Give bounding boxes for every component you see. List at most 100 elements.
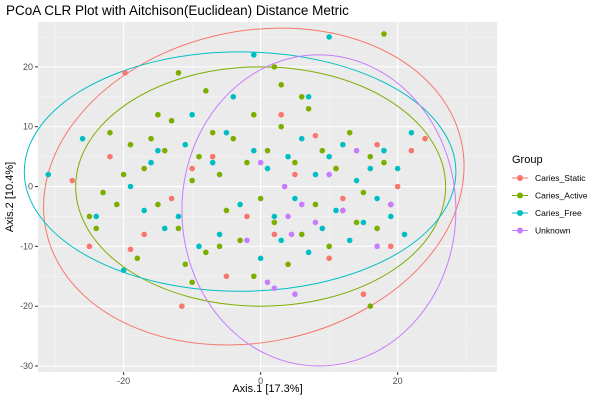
legend-key-point [517,210,523,216]
point-caries-static [69,177,76,184]
major-gridlines [38,22,497,372]
point-caries-static [168,195,175,202]
point-caries-active [271,219,278,226]
y-tick-label: 20 [23,62,33,72]
point-caries-static [292,171,298,178]
point-caries-static [408,147,415,154]
point-caries-free [230,93,237,100]
x-axis-label: Axis.1 [17.3%] [232,383,302,395]
point-caries-active [250,111,257,118]
point-caries-free [182,141,189,148]
point-caries-active [298,93,305,100]
point-caries-free [374,195,380,202]
point-caries-active [333,165,339,172]
point-unknown [292,291,298,298]
point-caries-active [203,249,209,256]
point-unknown [271,285,278,292]
point-caries-active [244,159,250,166]
point-unknown [353,147,360,154]
point-caries-active [353,219,360,226]
x-axis: -20 0 20 [117,372,403,386]
point-caries-active [346,129,353,136]
point-caries-active [189,177,195,184]
point-caries-active [223,207,230,214]
point-caries-static [360,291,367,298]
point-unknown [340,207,346,214]
legend-key-point [517,175,523,181]
point-caries-active [148,135,154,142]
point-unknown [285,213,291,220]
point-caries-active [196,153,202,160]
y-tick-label: -10 [20,241,33,251]
point-caries-active [161,147,168,154]
point-caries-static [189,165,195,172]
point-caries-static [209,153,216,160]
point-caries-active [100,189,106,196]
point-caries-static [340,195,346,202]
point-caries-static [244,213,250,220]
point-caries-free [360,219,367,226]
point-caries-active [113,201,120,208]
point-caries-active [319,147,326,154]
data-points [45,31,428,309]
point-caries-active [86,213,93,220]
point-caries-active [141,165,147,172]
legend-key-point [517,227,523,234]
legend-label: Caries_Static [535,173,586,183]
point-caries-active [312,201,319,208]
point-caries-static [223,273,230,280]
point-unknown [298,201,305,208]
y-tick-label: 0 [28,182,33,192]
x-tick-label: -20 [117,376,130,386]
point-caries-active [216,243,223,250]
point-caries-static [312,132,319,139]
point-unknown [257,159,264,166]
legend-items: Caries_Static Caries_Active Caries_Free Unk… [512,173,588,236]
point-caries-active [271,64,278,70]
point-caries-free [155,147,161,154]
point-caries-active [216,171,223,178]
point-caries-active [134,255,141,262]
legend-key-point [517,192,523,199]
point-caries-static [127,246,134,253]
ellipse-caries-static [43,27,465,346]
point-caries-active [237,237,243,244]
point-caries-free [381,147,387,154]
point-caries-free [93,213,100,220]
point-caries-free [340,141,346,148]
point-unknown [264,279,271,286]
point-caries-free [285,153,291,160]
point-caries-static [278,111,285,118]
point-caries-free [250,147,257,154]
point-unknown [374,243,380,250]
point-caries-active [360,189,367,196]
x-tick-label: 0 [258,376,263,386]
point-caries-free [346,237,353,244]
point-caries-free [271,213,278,220]
point-caries-active [257,195,264,202]
point-caries-active [93,225,100,232]
legend-label: Caries_Active [535,191,588,201]
point-caries-active [264,147,271,154]
point-unknown [388,201,394,208]
y-axis-label: Axis.2 [10.4%] [4,162,16,232]
point-caries-static [422,135,428,142]
point-caries-active [298,231,305,238]
chart-title: PCoA CLR Plot with Aitchison(Euclidean) … [6,3,349,18]
point-caries-active [155,201,161,208]
y-tick-label: -30 [20,361,33,371]
point-caries-static [141,231,147,238]
point-caries-free [292,195,298,202]
point-caries-free [298,135,305,142]
point-caries-active [175,70,182,76]
point-caries-active [285,261,291,268]
point-caries-free [278,237,285,244]
point-caries-free [257,255,264,262]
point-caries-free [45,171,52,178]
point-caries-active [155,111,161,118]
point-caries-active [381,159,387,166]
point-caries-free [333,207,339,214]
point-caries-active [209,129,216,136]
